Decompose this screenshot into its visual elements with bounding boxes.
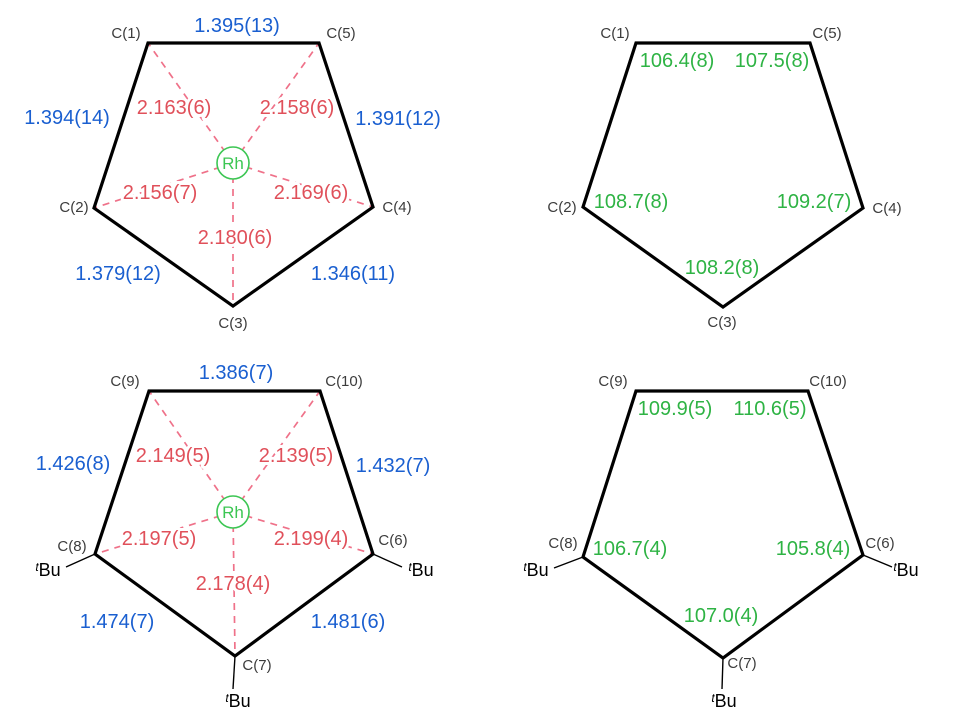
c8-tbu-bond [65, 553, 96, 568]
rh-atom-label: Rh [222, 503, 244, 522]
tbu-base: Bu [39, 560, 61, 580]
angle-at-c8: 106.7(4) [593, 538, 668, 560]
atom-label-c5: C(5) [812, 25, 841, 42]
atom-label-c1: C(1) [111, 25, 140, 42]
rh-atom-label: Rh [222, 154, 244, 173]
angle-at-c5: 107.5(8) [735, 50, 810, 72]
bond-length-c5-c4: 1.391(12) [355, 108, 441, 130]
angle-at-c4: 109.2(7) [777, 191, 852, 213]
atom-label-c10: C(10) [325, 373, 363, 390]
rh-distance-c10: 2.139(5) [259, 445, 334, 467]
bond-length-c9-c8: 1.426(8) [36, 453, 111, 475]
angle-at-c3: 108.2(8) [685, 257, 760, 279]
rh-distance-c8: 2.197(5) [122, 528, 197, 550]
rh-atom-circle [216, 495, 250, 529]
atom-label-c8: C(8) [548, 535, 577, 552]
rh-c1-dashed-bond [147, 42, 234, 164]
rh-c7-dashed-bond [232, 511, 236, 657]
c7-tbu-bond [721, 657, 724, 690]
tbu-substituent-label-c8: tBu [523, 560, 548, 580]
tbu-base: Bu [715, 691, 737, 711]
tbu-base: Bu [412, 560, 434, 580]
atom-label-c4: C(4) [382, 199, 411, 216]
angle-at-c10: 110.6(5) [733, 398, 806, 420]
tbu-superscript: t [408, 560, 412, 574]
rh-distance-c2: 2.156(7) [123, 182, 198, 204]
atom-label-c6: C(6) [865, 535, 894, 552]
angle-at-c7: 107.0(4) [684, 605, 759, 627]
atom-label-c3: C(3) [707, 314, 736, 331]
rh-atom-circle [216, 146, 250, 180]
rh-distance-c1: 2.163(6) [137, 97, 212, 119]
c8-tbu-bond [553, 556, 584, 569]
rh-distance-c4: 2.169(6) [274, 182, 349, 204]
angle-at-c6: 105.8(4) [776, 538, 851, 560]
rh-c6-dashed-bond [232, 511, 374, 555]
bond-length-c10-c6: 1.432(7) [356, 455, 431, 477]
bond-length-c9-c10: 1.386(7) [199, 362, 274, 384]
angle-at-c2: 108.7(8) [594, 191, 669, 213]
tbu-substituent-label-c7: tBu [225, 691, 250, 711]
c6-tbu-bond [372, 553, 403, 568]
atom-label-c10: C(10) [809, 373, 847, 390]
tbu-base: Bu [897, 560, 919, 580]
tbu-superscript: t [225, 691, 229, 705]
atom-label-c2: C(2) [547, 199, 576, 216]
rh-distance-c5: 2.158(6) [260, 97, 335, 119]
rh-distance-c3: 2.180(6) [198, 227, 273, 249]
bond-length-c1-c2: 1.394(14) [24, 107, 110, 129]
atom-label-c8: C(8) [57, 538, 86, 555]
angle-at-c9: 109.9(5) [638, 398, 713, 420]
bond-length-c8-c7: 1.474(7) [80, 611, 155, 633]
rh-c9-dashed-bond [148, 390, 234, 513]
tbu-ring-outline [93, 389, 375, 658]
bond-length-c3-c4: 1.346(11) [311, 263, 395, 285]
rh-c5-dashed-bond [232, 42, 320, 164]
rh-distance-c6: 2.199(4) [274, 528, 349, 550]
tbu-superscript: t [35, 560, 39, 574]
cp-ring-outline [92, 41, 375, 308]
tbu-base: Bu [527, 560, 549, 580]
bond-length-c7-c6: 1.481(6) [311, 611, 386, 633]
atom-label-c5: C(5) [326, 25, 355, 42]
cp-ring-bond-length-diagram: Rh C(1) C(5) C(2) C(4) C(3) 1.395(13) 1.… [21, 12, 444, 332]
atom-label-c2: C(2) [59, 199, 88, 216]
atom-label-c7: C(7) [727, 655, 756, 672]
c6-tbu-bond [862, 554, 893, 568]
bond-length-c2-c3: 1.379(12) [75, 263, 161, 285]
tbu-substituent-label-c6: tBu [893, 560, 918, 580]
tbu-substituent-label-c8: tBu [35, 560, 60, 580]
atom-label-c1: C(1) [600, 25, 629, 42]
tbu-ring-bond-length-diagram: Rh C(9) C(10) C(8) C(6) C(7) tBu tBu tBu… [33, 359, 434, 711]
c7-tbu-bond [232, 655, 236, 690]
cp-ring-outline [581, 41, 865, 309]
rh-c8-dashed-bond [94, 511, 234, 555]
tbu-ring-angle-diagram: C(9) C(10) C(8) C(6) C(7) tBu tBu tBu 10… [523, 373, 918, 711]
rh-c2-dashed-bond [93, 162, 234, 209]
tbu-substituent-label-c6: tBu [408, 560, 433, 580]
tbu-base: Bu [229, 691, 251, 711]
cp-ring-angle-diagram: C(1) C(5) C(2) C(4) C(3) 106.4(8) 107.5(… [547, 25, 901, 331]
tbu-superscript: t [893, 560, 897, 574]
atom-label-c6: C(6) [378, 532, 407, 549]
tbu-ring-outline [581, 389, 865, 660]
atom-label-c3: C(3) [218, 315, 247, 332]
tbu-substituent-label-c7: tBu [711, 691, 736, 711]
atom-label-c9: C(9) [598, 373, 627, 390]
rh-distance-c9: 2.149(5) [136, 445, 211, 467]
bond-length-c1-c5: 1.395(13) [194, 15, 280, 37]
angle-at-c1: 106.4(8) [640, 50, 715, 72]
tbu-superscript: t [711, 691, 715, 705]
tbu-superscript: t [523, 560, 527, 574]
atom-label-c9: C(9) [110, 373, 139, 390]
rh-distance-c7: 2.178(4) [196, 573, 271, 595]
rh-c4-dashed-bond [232, 162, 374, 208]
atom-label-c4: C(4) [872, 200, 901, 217]
atom-label-c7: C(7) [242, 657, 271, 674]
